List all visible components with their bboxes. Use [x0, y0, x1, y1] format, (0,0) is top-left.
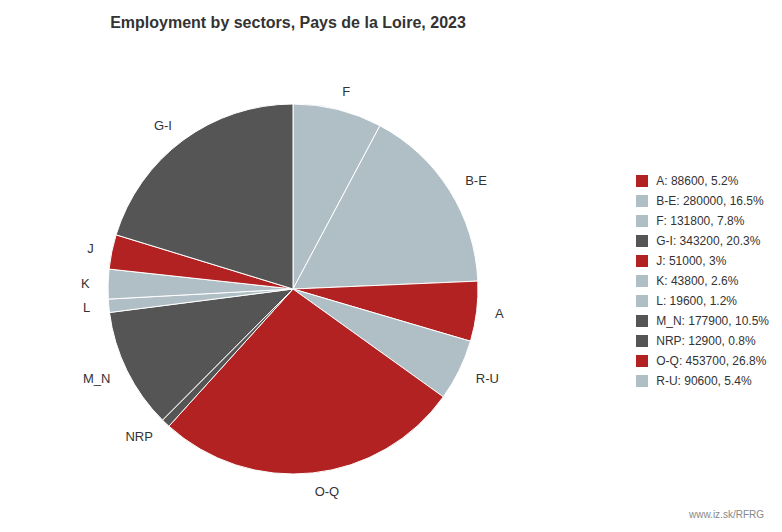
- html-text:K: 43800, 2.6%: K: 43800, 2.6%: [656, 274, 739, 288]
- html-text:A: 88600, 5.2%: A: 88600, 5.2%: [656, 174, 739, 188]
- svg-text:R-U: R-U: [476, 371, 499, 386]
- html-text:O-Q: 453700, 26.8%: O-Q: 453700, 26.8%: [656, 354, 767, 368]
- svg-text:G-I: G-I: [154, 118, 172, 133]
- svg-text:A: A: [495, 306, 504, 321]
- html-text:M_N: 177900, 10.5%: M_N: 177900, 10.5%: [656, 314, 769, 328]
- svg-text:B-E: B-E: [465, 173, 487, 188]
- html-text:J: 51000, 3%: J: 51000, 3%: [656, 254, 727, 268]
- svg-text:M_N: M_N: [83, 371, 110, 386]
- svg-text:F: F: [342, 84, 350, 99]
- html-text:www.iz.sk/RFRG: www.iz.sk/RFRG: [689, 509, 764, 520]
- html-text:Employment by sectors, Pays de: Employment by sectors, Pays de la Loire,…: [110, 14, 466, 31]
- html-text:R-U: 90600, 5.4%: R-U: 90600, 5.4%: [656, 374, 752, 388]
- svg-text:NRP: NRP: [125, 429, 152, 444]
- html-text:NRP: 12900, 0.8%: NRP: 12900, 0.8%: [656, 334, 756, 348]
- html-text:F: 131800, 7.8%: F: 131800, 7.8%: [656, 214, 745, 228]
- html-text:B-E: 280000, 16.5%: B-E: 280000, 16.5%: [656, 194, 764, 208]
- svg-text:O-Q: O-Q: [315, 484, 340, 499]
- svg-text:K: K: [81, 276, 90, 291]
- svg-text:J: J: [87, 241, 94, 256]
- html-text:L: 19600, 1.2%: L: 19600, 1.2%: [656, 294, 737, 308]
- svg-text:L: L: [83, 300, 90, 315]
- html-text:G-I: 343200, 20.3%: G-I: 343200, 20.3%: [656, 234, 761, 248]
